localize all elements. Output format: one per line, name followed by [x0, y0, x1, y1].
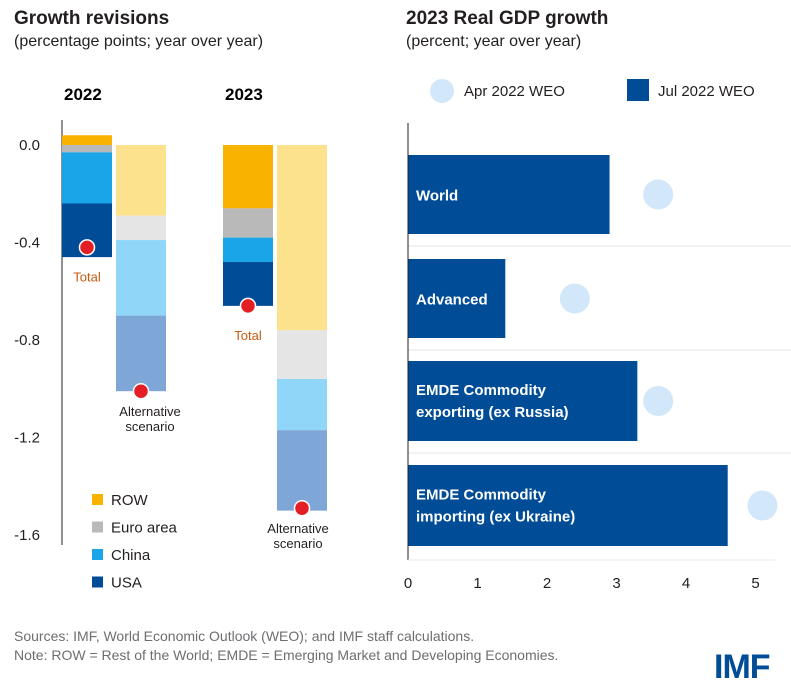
jul-weo-bar — [408, 465, 728, 546]
x-tick-label: 4 — [682, 575, 690, 592]
alternative-scenario-label: scenario — [273, 536, 322, 551]
legend-swatch-row — [92, 494, 103, 505]
bar-segment-usa — [116, 315, 166, 392]
x-tick-label: 2 — [543, 575, 551, 592]
group-label-2023: 2023 — [225, 85, 263, 104]
alternative-scenario-label: scenario — [125, 419, 174, 434]
bar-segment-euro — [277, 330, 327, 379]
legend-swatch-euro — [92, 521, 103, 533]
bar-segment-china — [223, 237, 273, 262]
bar-segment-china — [277, 379, 327, 431]
y-tick-label: -1.2 — [14, 430, 40, 447]
category-label: importing (ex Ukraine) — [416, 509, 575, 526]
legend-label: China — [111, 547, 151, 564]
x-tick-label: 3 — [612, 575, 620, 592]
bar-segment-euro — [116, 215, 166, 241]
x-tick-label: 5 — [751, 575, 759, 592]
legend-label: Euro area — [111, 520, 178, 537]
bar-segment-row — [62, 135, 112, 145]
footer-sources: Sources: IMF, World Economic Outlook (WE… — [14, 628, 475, 644]
total-marker — [293, 499, 311, 517]
apr-weo-circle — [643, 386, 674, 416]
total-marker — [239, 297, 257, 315]
left-bars — [62, 135, 327, 511]
apr-weo-circle — [747, 490, 778, 521]
left-y-axis: 0.0 -0.4 -0.8 -1.2 -1.6 — [14, 120, 63, 545]
imf-logo: IMF — [714, 648, 771, 686]
right-bars: World Advanced EMDE Commodity exporting (ex… — [408, 155, 791, 546]
category-label: EMDE Commodity — [416, 382, 547, 399]
left-chart-title: Growth revisions — [14, 8, 169, 29]
right-legend: Apr 2022 WEO Jul 2022 WEO — [430, 79, 755, 103]
category-label: Advanced — [416, 292, 488, 309]
bar-segment-china — [62, 152, 112, 204]
y-tick-label: -0.8 — [14, 332, 40, 349]
right-chart-title: 2023 Real GDP growth — [406, 8, 608, 29]
bar-segment-row — [277, 145, 327, 331]
right-x-axis: 0 1 2 3 4 5 — [404, 123, 775, 592]
bar-segment-row — [223, 145, 273, 209]
left-legend: ROW Euro area China USA — [92, 492, 178, 592]
group-label-2022: 2022 — [64, 85, 102, 104]
x-tick-label: 1 — [473, 575, 481, 592]
total-marker — [132, 382, 150, 400]
total-label: Total — [234, 328, 262, 343]
legend-label: ROW — [111, 492, 149, 509]
legend-swatch-usa — [92, 576, 103, 588]
bar-segment-china — [116, 240, 166, 316]
legend-swatch-china — [92, 549, 103, 560]
legend-marker-apr — [430, 79, 454, 103]
total-marker — [78, 239, 96, 256]
left-annotations: TotalAlternativescenarioTotalAlternative… — [73, 239, 329, 551]
category-label: EMDE Commodity — [416, 487, 547, 504]
apr-weo-circle — [643, 179, 674, 210]
alternative-scenario-label: Alternative — [119, 404, 180, 419]
bar-segment-usa — [277, 430, 327, 511]
jul-weo-bar — [408, 361, 638, 441]
category-label: World — [416, 188, 458, 205]
legend-swatch-jul — [627, 79, 649, 101]
bar-segment-euro — [62, 145, 112, 153]
jul-weo-bar — [408, 259, 506, 338]
bar-segment-euro — [223, 208, 273, 238]
category-label: exporting (ex Russia) — [416, 404, 569, 421]
legend-label: Apr 2022 WEO — [464, 83, 565, 100]
legend-label: USA — [111, 575, 142, 592]
footer-note: Note: ROW = Rest of the World; EMDE = Em… — [14, 647, 559, 663]
bar-segment-row — [116, 145, 166, 216]
apr-weo-circle — [559, 283, 590, 314]
legend-label: Jul 2022 WEO — [658, 83, 755, 100]
y-tick-label: 0.0 — [19, 137, 40, 154]
x-tick-label: 0 — [404, 575, 412, 592]
y-tick-label: -0.4 — [14, 235, 40, 252]
left-chart-subtitle: (percentage points; year over year) — [14, 33, 263, 50]
alternative-scenario-label: Alternative — [267, 521, 328, 536]
jul-weo-bar — [408, 155, 610, 234]
total-label: Total — [73, 269, 101, 284]
y-tick-label: -1.6 — [14, 527, 40, 544]
right-chart-subtitle: (percent; year over year) — [406, 33, 581, 50]
